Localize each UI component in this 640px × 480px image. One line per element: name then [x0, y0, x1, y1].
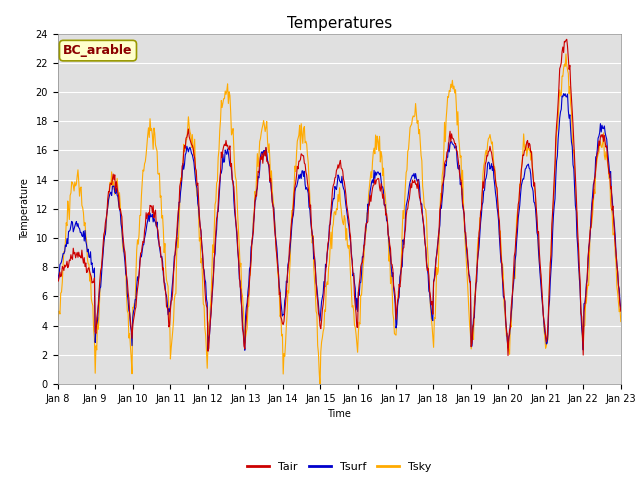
Line: Tair: Tair [58, 39, 621, 356]
Title: Temperatures: Temperatures [287, 16, 392, 31]
Tsurf [617, 305, 625, 311]
Tsky [408, 116, 416, 121]
Tair [408, 185, 415, 191]
Tsurf [560, 91, 568, 96]
Tsurf [54, 271, 61, 276]
Tsky [562, 51, 570, 57]
Tsky [54, 318, 61, 324]
Tsurf [408, 172, 416, 178]
Text: BC_arable: BC_arable [63, 44, 132, 57]
Tsurf [179, 161, 187, 167]
Tsurf [64, 241, 72, 247]
Tair [54, 277, 61, 283]
Line: Tsky: Tsky [58, 54, 621, 386]
Tair [617, 308, 625, 314]
Tair [563, 36, 571, 42]
Tair [122, 261, 129, 266]
Tsurf [210, 271, 218, 276]
Tsurf [204, 348, 212, 354]
Tsurf [425, 288, 433, 294]
Tsky [179, 161, 187, 167]
Tair [179, 162, 187, 168]
Y-axis label: Temperature: Temperature [20, 178, 30, 240]
Tair [504, 353, 512, 359]
Tsky [64, 198, 72, 204]
Tsky [425, 286, 433, 291]
Legend: Tair, Tsurf, Tsky: Tair, Tsurf, Tsky [243, 457, 436, 477]
Tsky [617, 319, 625, 324]
Tsurf [122, 271, 129, 276]
Tsky [316, 384, 324, 389]
Tsky [209, 242, 216, 248]
Tair [209, 281, 216, 287]
X-axis label: Time: Time [327, 409, 351, 419]
Line: Tsurf: Tsurf [58, 94, 621, 351]
Tair [64, 265, 72, 271]
Tsky [122, 267, 129, 273]
Tair [424, 265, 432, 271]
